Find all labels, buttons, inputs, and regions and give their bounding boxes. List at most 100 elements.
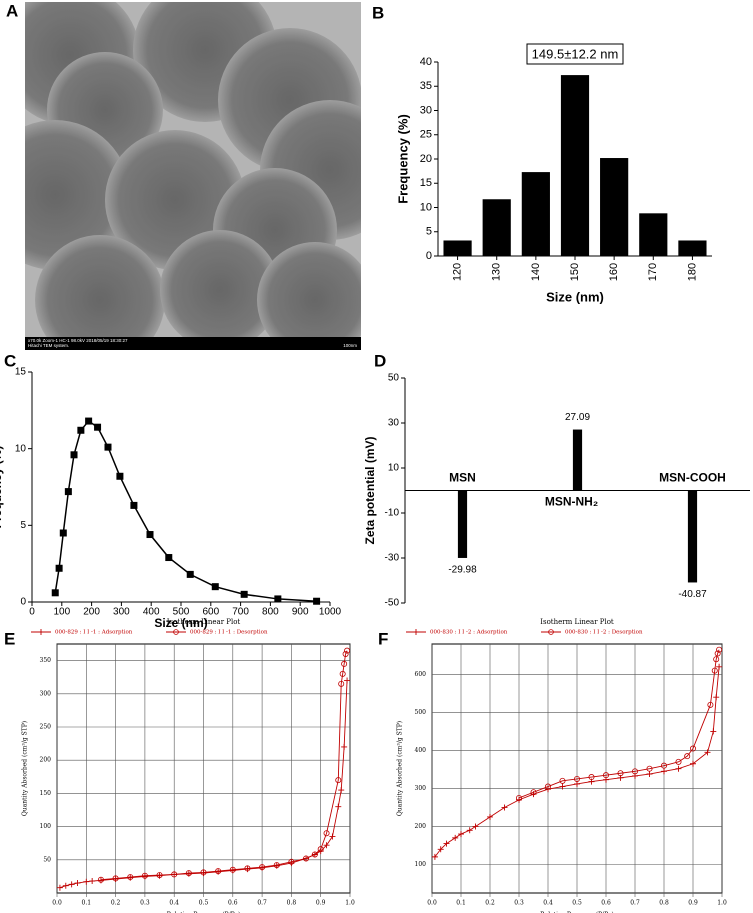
marker: [89, 878, 96, 885]
marker: [711, 667, 718, 674]
x-tick-label: 0.5: [572, 900, 582, 907]
y-tick-label: 0: [20, 597, 26, 608]
bar: [639, 213, 668, 256]
y-tick-label: 400: [415, 747, 427, 754]
bar: [600, 158, 629, 256]
marker: [437, 846, 444, 853]
x-tick-label: 0.5: [199, 900, 209, 907]
tem-image: x70.0k Zoom-1 HC-1 98.0kV 2018/05/19 18:…: [25, 2, 361, 350]
marker: [690, 760, 696, 767]
marker: [130, 501, 138, 509]
category-label: MSN: [449, 471, 476, 485]
legend-label: 000-830 : Ⅰ Ⅰ -2 : Adsorption: [430, 630, 508, 636]
legend-marker: [173, 629, 179, 635]
panel-label: A: [6, 1, 18, 20]
marker: [574, 775, 581, 782]
y-axis-label: Frequency (%): [0, 446, 4, 529]
x-tick-label: 0.6: [601, 900, 611, 907]
x-tick-label: 400: [143, 607, 160, 618]
marker: [77, 426, 85, 434]
y-tick-label: 15: [420, 177, 432, 189]
marker: [329, 833, 336, 840]
x-tick-label: 900: [292, 607, 309, 618]
bar: [457, 490, 468, 558]
marker: [458, 831, 464, 838]
marker: [472, 823, 479, 830]
x-tick-label: 0.7: [257, 900, 267, 907]
x-tick-label: 0.1: [82, 900, 92, 907]
y-tick-label: 100: [415, 861, 427, 868]
marker: [431, 853, 438, 860]
marker: [684, 753, 691, 760]
marker: [85, 417, 93, 425]
bar: [521, 172, 550, 256]
marker: [443, 840, 450, 847]
annotation-box: [526, 43, 624, 65]
marker: [545, 783, 552, 790]
data-line: [54, 420, 317, 602]
marker: [559, 777, 566, 784]
bar: [482, 199, 511, 256]
legend-label: 000-829 : Ⅰ Ⅰ -1 : Desorption: [190, 630, 268, 636]
panel-label: C: [4, 351, 16, 370]
chart: 50 100 150 200 250 300 350 0.0 0.1 0.2 0.3 0.4 0.5 0.…: [22, 618, 355, 913]
panel-label: B: [372, 3, 384, 22]
legend-marker: [548, 629, 554, 635]
x-tick-label: 0.9: [688, 900, 698, 907]
marker: [710, 728, 717, 735]
marker: [68, 881, 75, 888]
x-axis-label: Relative Pressure (P/Po): [540, 912, 614, 913]
marker: [274, 595, 282, 603]
marker: [559, 783, 566, 790]
marker: [112, 875, 119, 882]
data-label: 27.09: [565, 412, 590, 423]
marker: [339, 670, 346, 677]
marker: [313, 597, 321, 605]
marker: [211, 583, 219, 591]
y-tick-label: 40: [420, 56, 432, 68]
marker: [338, 680, 345, 687]
marker: [83, 878, 90, 885]
data-label: -40.87: [678, 589, 707, 600]
y-tick-label: 20: [420, 153, 432, 165]
y-tick-label: 15: [15, 367, 27, 378]
bar: [560, 75, 590, 256]
marker: [716, 663, 723, 670]
x-tick-label: 700: [232, 607, 249, 618]
marker: [127, 874, 134, 881]
x-tick-label: 1.0: [345, 900, 355, 907]
image-caption: x70.0k Zoom-1 HC-1 98.0kV 2018/05/19 18:…: [28, 338, 128, 343]
x-tick-label: 800: [262, 607, 279, 618]
x-tick-label: 200: [83, 607, 100, 618]
chart: 0 5 10 15 0 100 200 300 400 500 600 700 800 900 1000 Si…: [0, 367, 342, 631]
x-tick-label: 120: [451, 263, 463, 281]
marker: [244, 865, 251, 872]
chart-title: Isotherm Linear Plot: [540, 618, 614, 626]
marker: [64, 488, 72, 496]
marker: [690, 745, 697, 752]
marker: [323, 830, 330, 837]
marker: [97, 876, 104, 883]
marker: [259, 864, 266, 871]
y-tick-label: 100: [40, 823, 52, 830]
x-tick-label: 140: [530, 263, 542, 281]
data-line: [518, 649, 720, 799]
marker: [51, 589, 59, 597]
marker: [146, 531, 154, 539]
scale-bar-label: 100nm: [343, 343, 357, 348]
marker: [56, 884, 63, 891]
marker: [171, 871, 178, 878]
marker: [116, 472, 124, 480]
panel-label: F: [378, 629, 388, 648]
marker: [55, 564, 63, 572]
marker: [713, 694, 720, 701]
x-tick-label: 160: [608, 263, 620, 281]
category-label: MSN-NH₂: [545, 495, 598, 509]
y-tick-label: 50: [388, 373, 400, 384]
y-tick-label: 350: [40, 657, 52, 664]
marker: [501, 804, 508, 811]
x-tick-label: 0.1: [456, 900, 466, 907]
y-tick-label: 150: [40, 790, 52, 797]
image-caption: Hitachi TEM system.: [28, 343, 69, 348]
